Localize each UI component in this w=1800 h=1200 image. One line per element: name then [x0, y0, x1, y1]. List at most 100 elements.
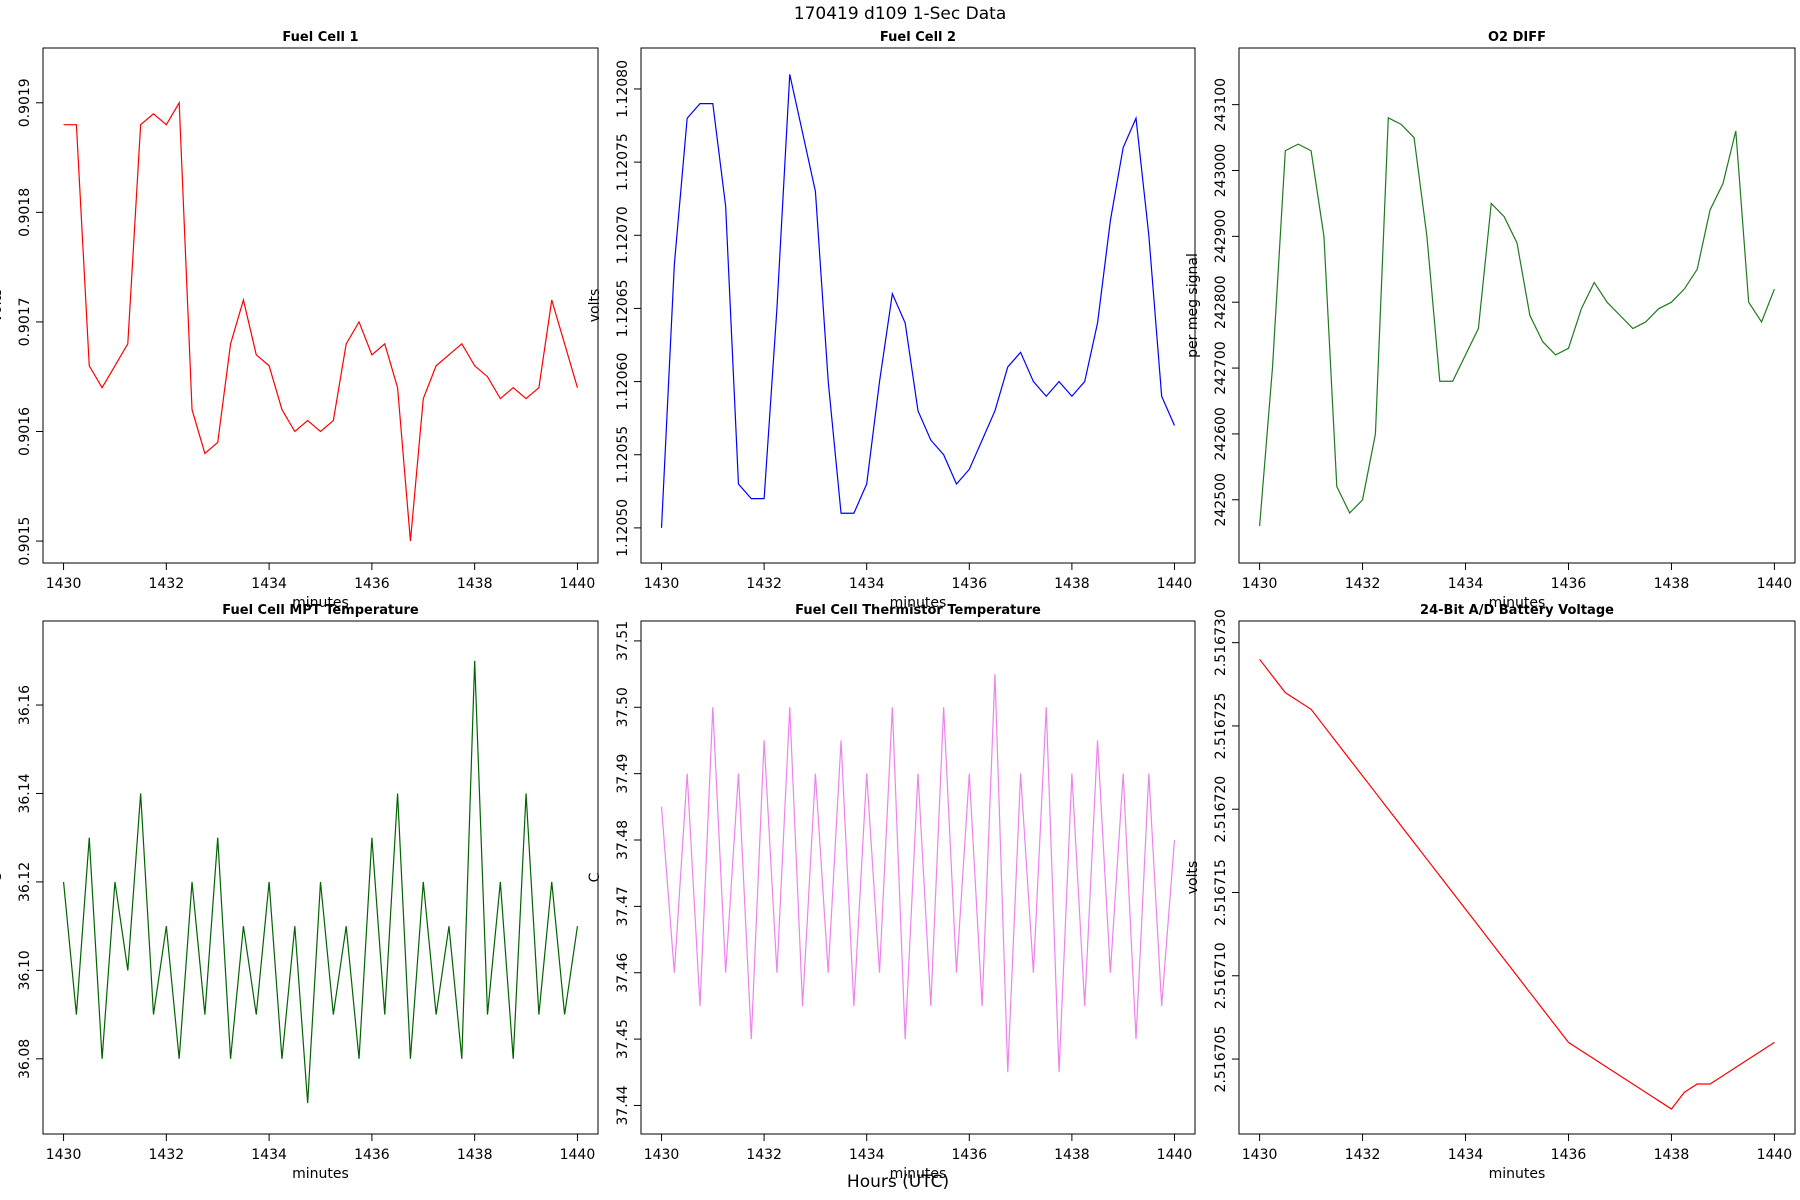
y-tick-label: 37.51 — [615, 621, 631, 661]
y-tick-label: 243100 — [1213, 78, 1229, 131]
x-tick-label: 1434 — [849, 576, 885, 592]
y-tick-label: 1.12055 — [615, 426, 631, 484]
data-line — [1258, 116, 1775, 527]
y-axis-label: per meg signal — [1185, 253, 1201, 358]
x-tick-label: 1434 — [1448, 1147, 1484, 1163]
y-tick-label: 37.48 — [615, 820, 631, 860]
x-tick-label: 1436 — [951, 1147, 987, 1163]
y-tick-label: 37.46 — [615, 953, 631, 993]
y-tick-label: 2.516720 — [1213, 776, 1229, 843]
x-tick-label: 1438 — [457, 1147, 493, 1163]
x-axis-label: minutes — [890, 595, 947, 611]
y-tick-label: 36.08 — [17, 1039, 33, 1079]
plot-frame — [640, 47, 1196, 564]
y-tick-label: 0.9019 — [17, 78, 33, 127]
x-tick-label: 1432 — [1345, 1147, 1381, 1163]
plot-frame — [1238, 47, 1796, 564]
x-tick-label: 1440 — [1157, 576, 1193, 592]
y-axis-label: C — [0, 872, 5, 882]
y-tick-label: 0.9018 — [17, 188, 33, 237]
data-line — [63, 100, 579, 542]
y-tick-label: 36.12 — [17, 862, 33, 902]
x-tick-label: 1432 — [746, 576, 782, 592]
y-tick-label: 37.45 — [615, 1019, 631, 1059]
y-axis-label: volts — [1185, 861, 1201, 895]
y-tick-label: 2.516730 — [1213, 609, 1229, 676]
plot-frame — [42, 620, 599, 1135]
x-tick-label: 1430 — [46, 1147, 82, 1163]
y-tick-label: 242800 — [1213, 275, 1229, 328]
x-tick-label: 1438 — [1054, 1147, 1090, 1163]
x-tick-label: 1434 — [849, 1147, 885, 1163]
x-tick-label: 1434 — [1448, 576, 1484, 592]
plot-title: Fuel Cell MPT Temperature — [222, 603, 419, 618]
x-axis-label: minutes — [1489, 1166, 1546, 1182]
y-tick-label: 2.516725 — [1213, 693, 1229, 760]
y-axis-label: volts — [587, 289, 603, 323]
y-tick-label: 37.47 — [615, 886, 631, 926]
x-axis-label: minutes — [1489, 595, 1546, 611]
y-tick-label: 242600 — [1213, 407, 1229, 460]
x-tick-label: 1436 — [354, 1147, 390, 1163]
x-tick-label: 1436 — [951, 576, 987, 592]
plot-title: Fuel Cell 1 — [282, 30, 358, 45]
plot-title: 24-Bit A/D Battery Voltage — [1420, 603, 1614, 618]
x-tick-label: 1430 — [1242, 576, 1278, 592]
x-tick-label: 1438 — [1054, 576, 1090, 592]
x-tick-label: 1434 — [251, 1147, 287, 1163]
x-axis-label: minutes — [292, 1166, 349, 1182]
y-tick-label: 0.9017 — [17, 297, 33, 346]
y-tick-label: 37.44 — [615, 1085, 631, 1125]
figure-title: 170419 d109 1-Sec Data — [794, 4, 1006, 24]
y-tick-label: 1.12080 — [615, 60, 631, 118]
x-tick-label: 1436 — [1551, 576, 1587, 592]
x-tick-label: 1430 — [644, 1147, 680, 1163]
y-tick-label: 2.516710 — [1213, 942, 1229, 1009]
x-tick-label: 1432 — [1345, 576, 1381, 592]
figure-xlabel: Hours (UTC) — [847, 1172, 949, 1192]
data-line — [1259, 658, 1775, 1110]
x-tick-label: 1440 — [560, 1147, 596, 1163]
plot-frame — [1238, 620, 1796, 1135]
plot-title: Fuel Cell 2 — [880, 30, 956, 45]
x-axis-label: minutes — [890, 1166, 947, 1182]
x-tick-label: 1436 — [1551, 1147, 1587, 1163]
x-axis-label: minutes — [292, 595, 349, 611]
y-tick-label: 36.10 — [17, 950, 33, 990]
x-tick-label: 1432 — [746, 1147, 782, 1163]
y-tick-label: 36.14 — [17, 773, 33, 813]
data-line — [660, 674, 1176, 1073]
x-tick-label: 1430 — [1242, 1147, 1278, 1163]
y-tick-label: 2.516705 — [1213, 1026, 1229, 1093]
x-tick-label: 1430 — [644, 576, 680, 592]
y-tick-label: 1.12070 — [615, 206, 631, 264]
x-tick-label: 1438 — [1654, 576, 1690, 592]
y-tick-label: 242500 — [1213, 473, 1229, 526]
data-line — [62, 660, 579, 1104]
x-tick-label: 1430 — [46, 576, 82, 592]
x-tick-label: 1440 — [1157, 1147, 1193, 1163]
y-tick-label: 1.12075 — [615, 133, 631, 191]
data-line — [660, 74, 1176, 528]
y-tick-label: 242700 — [1213, 341, 1229, 394]
y-tick-label: 37.49 — [615, 754, 631, 794]
y-tick-label: 242900 — [1213, 210, 1229, 263]
plot-title: Fuel Cell Thermistor Temperature — [795, 603, 1041, 618]
x-tick-label: 1438 — [1654, 1147, 1690, 1163]
x-tick-label: 1440 — [1757, 576, 1793, 592]
x-tick-label: 1434 — [251, 576, 287, 592]
x-tick-label: 1432 — [149, 1147, 185, 1163]
x-tick-label: 1440 — [1757, 1147, 1793, 1163]
x-tick-label: 1440 — [560, 576, 596, 592]
plot-title: O2 DIFF — [1488, 30, 1546, 45]
y-tick-label: 1.12050 — [615, 499, 631, 557]
y-axis-label: C — [587, 872, 603, 882]
y-axis-label: volts — [0, 289, 5, 323]
y-tick-label: 2.516715 — [1213, 859, 1229, 926]
x-tick-label: 1438 — [457, 576, 493, 592]
y-tick-label: 0.9015 — [17, 517, 33, 566]
y-tick-label: 0.9016 — [17, 407, 33, 456]
plot-frame — [640, 620, 1196, 1135]
